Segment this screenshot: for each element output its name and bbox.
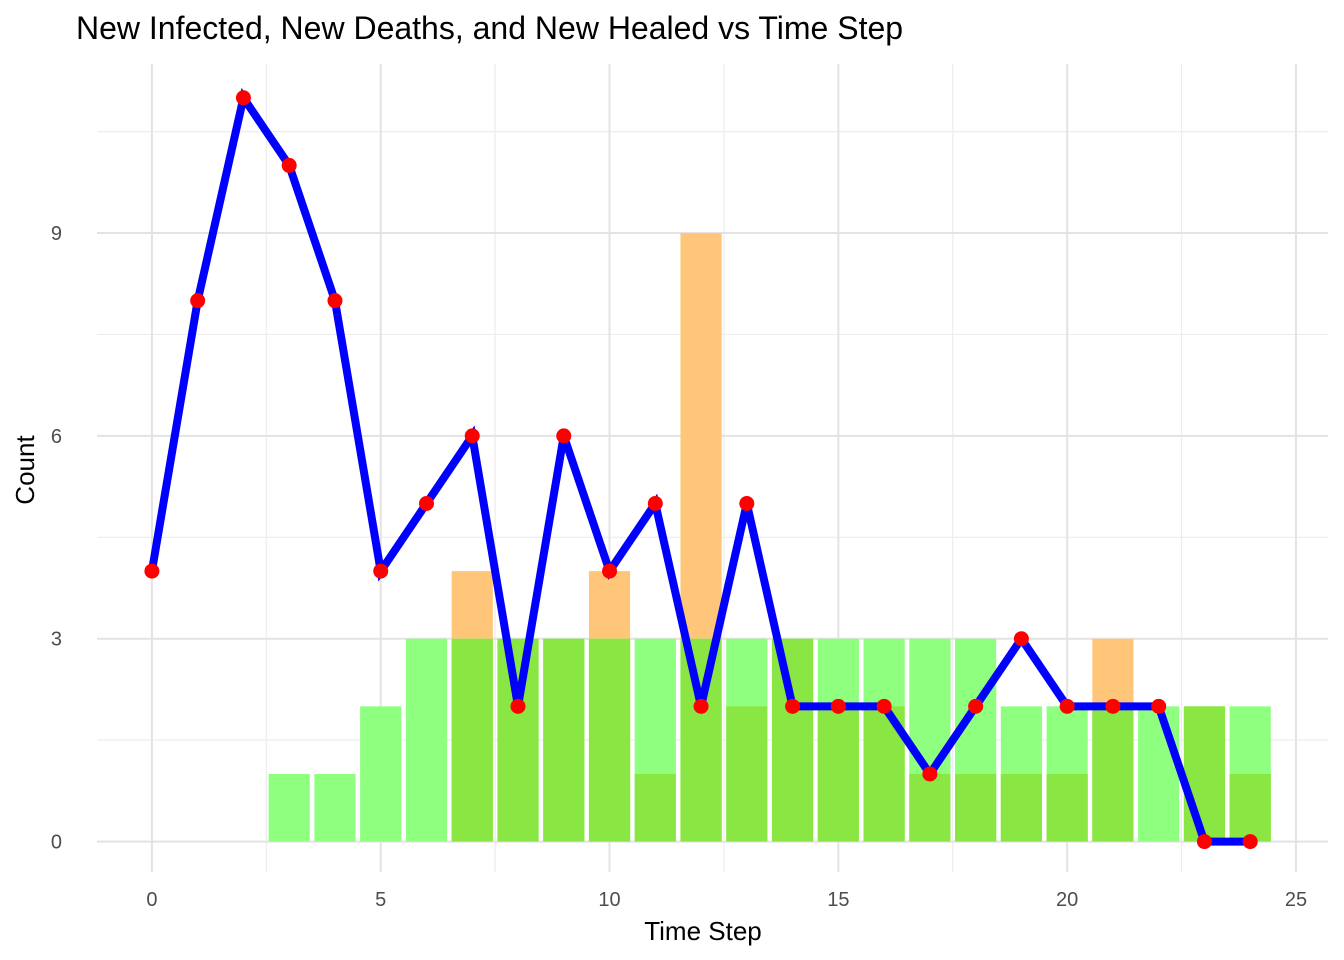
data-point	[1196, 834, 1212, 850]
data-point	[647, 495, 663, 511]
y-tick-label: 0	[51, 832, 62, 854]
data-point	[739, 495, 755, 511]
x-tick-label: 10	[598, 889, 620, 911]
x-tick-label: 15	[827, 889, 849, 911]
bar-series3	[1183, 706, 1226, 842]
bars	[268, 233, 1271, 842]
x-tick-label: 25	[1285, 889, 1307, 911]
data-point	[281, 157, 297, 173]
data-point	[556, 428, 572, 444]
bar-series3	[543, 638, 585, 842]
data-point	[1242, 834, 1258, 850]
bar-series3	[497, 638, 539, 842]
bar-series2	[405, 638, 448, 842]
data-point	[876, 698, 892, 714]
bar-series3	[817, 706, 859, 842]
y-axis-title: Count	[10, 435, 40, 505]
bar-series3	[771, 638, 814, 842]
bar-series2	[314, 773, 356, 842]
data-point	[418, 495, 434, 511]
bar-series2	[360, 706, 402, 842]
y-tick-label: 6	[51, 426, 62, 448]
bar-series3	[1092, 706, 1134, 842]
bar-series3	[1000, 773, 1042, 842]
x-tick-label: 0	[146, 889, 157, 911]
bar-series3	[909, 773, 951, 842]
data-point	[1059, 698, 1075, 714]
data-point	[464, 428, 480, 444]
data-point	[693, 698, 709, 714]
bar-series3	[588, 638, 631, 842]
bar-series3	[634, 773, 676, 842]
data-point	[1013, 631, 1029, 647]
data-point	[785, 698, 801, 714]
data-point	[144, 563, 160, 579]
data-point	[235, 90, 251, 106]
data-point	[327, 293, 343, 309]
chart-title: New Infected, New Deaths, and New Healed…	[76, 10, 904, 46]
data-point	[1105, 698, 1121, 714]
data-point	[373, 563, 389, 579]
data-point	[968, 698, 984, 714]
bar-series3	[1046, 773, 1088, 842]
bar-series2	[1138, 706, 1180, 842]
points	[144, 90, 1258, 850]
x-axis-title: Time Step	[644, 916, 762, 946]
data-point	[1151, 698, 1167, 714]
bar-series2	[268, 773, 310, 842]
y-tick-label: 3	[51, 629, 62, 651]
data-point	[922, 766, 938, 782]
data-point	[190, 293, 206, 309]
y-tick-labels: 0 3 6 9	[51, 223, 62, 854]
data-point	[602, 563, 618, 579]
data-point	[510, 698, 526, 714]
x-tick-label: 5	[375, 889, 386, 911]
x-tick-labels: 0 5 10 15 20 25	[146, 889, 1307, 911]
y-tick-label: 9	[51, 223, 62, 245]
bar-series3	[726, 706, 768, 842]
bar-series3	[1229, 773, 1271, 842]
x-tick-label: 20	[1056, 889, 1078, 911]
bar-series3	[680, 638, 722, 842]
data-point	[830, 698, 846, 714]
bar-series3	[451, 638, 493, 842]
bar-series3	[955, 773, 997, 842]
